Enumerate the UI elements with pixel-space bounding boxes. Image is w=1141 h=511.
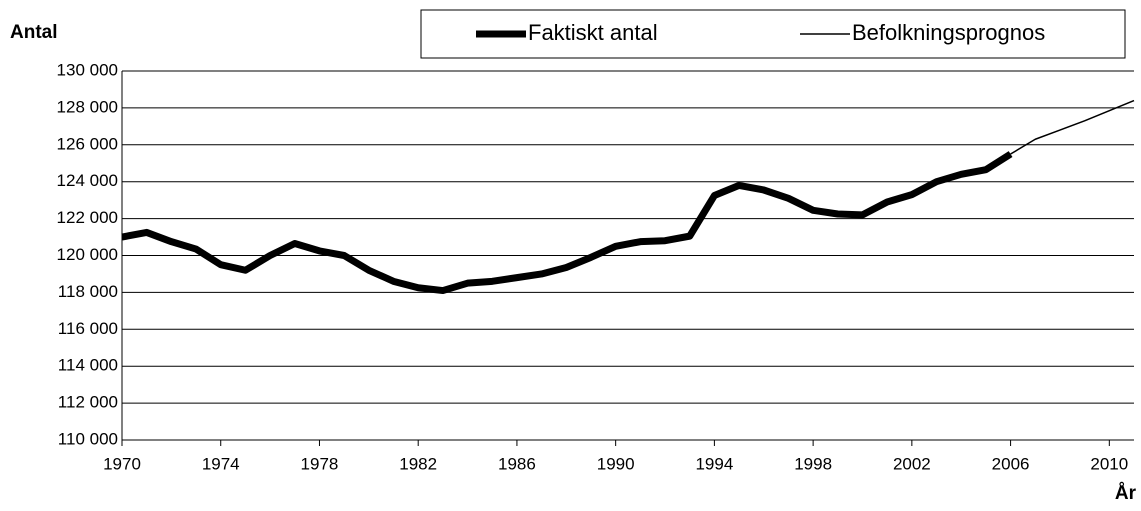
x-tick-label: 1994 — [695, 454, 733, 473]
y-tick-label: 130 000 — [57, 60, 118, 79]
x-tick-label: 1986 — [498, 454, 536, 473]
x-tick-label: 2010 — [1090, 454, 1128, 473]
x-tick-label: 2002 — [893, 454, 931, 473]
y-tick-label: 120 000 — [57, 245, 118, 264]
y-tick-label: 116 000 — [58, 319, 118, 338]
x-tick-label: 1998 — [794, 454, 832, 473]
x-tick-label: 1970 — [103, 454, 141, 473]
legend-box — [420, 9, 1126, 59]
y-tick-label: 128 000 — [57, 97, 118, 116]
y-axis-label: Antal — [10, 22, 58, 43]
y-tick-label: 122 000 — [57, 208, 118, 227]
legend-label: Faktiskt antal — [528, 20, 658, 45]
y-tick-label: 114 000 — [58, 356, 118, 375]
y-tick-label: 112 000 — [58, 393, 118, 412]
x-tick-label: 2006 — [992, 454, 1030, 473]
series-line — [1010, 99, 1135, 155]
x-axis-label: År — [1115, 483, 1137, 504]
y-tick-label: 124 000 — [57, 171, 118, 190]
x-tick-label: 1990 — [597, 454, 635, 473]
x-tick-label: 1982 — [399, 454, 437, 473]
x-tick-label: 1978 — [301, 454, 339, 473]
series-line — [121, 151, 1013, 295]
y-tick-label: 126 000 — [57, 134, 118, 153]
x-tick-label: 1974 — [202, 454, 240, 473]
legend-label: Befolkningsprognos — [852, 20, 1045, 45]
y-tick-label: 118 000 — [58, 282, 118, 301]
y-tick-label: 110 000 — [58, 429, 118, 448]
